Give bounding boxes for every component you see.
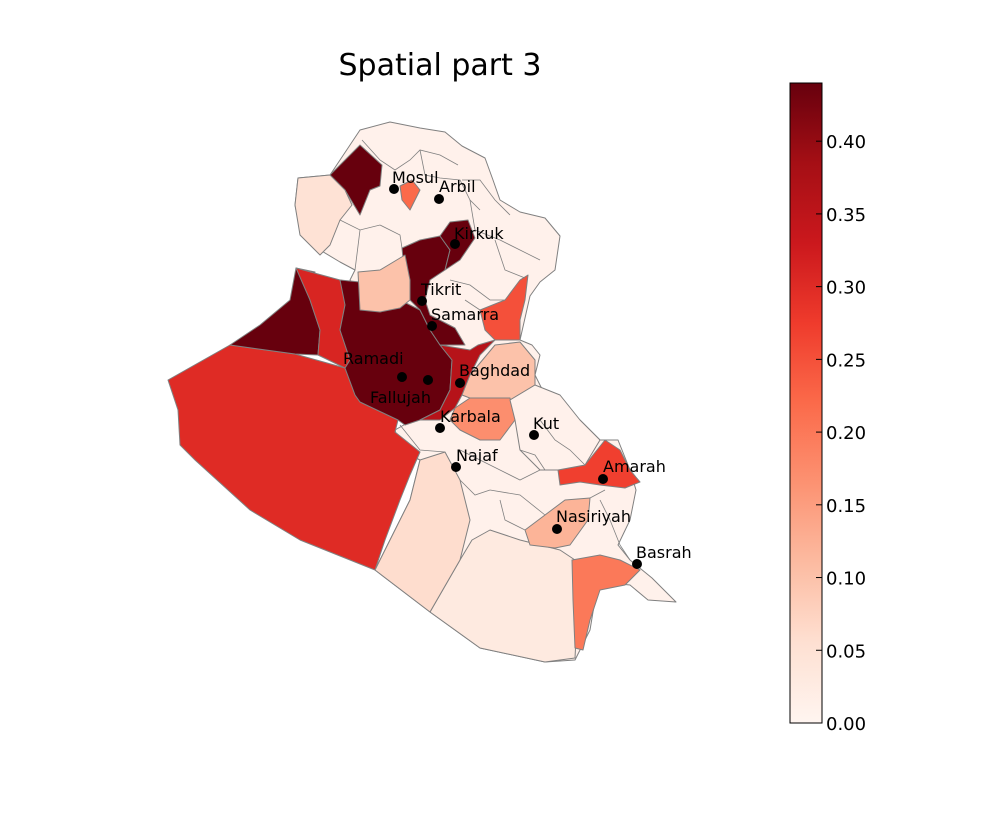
city-marker	[598, 474, 608, 484]
city-label: Kirkuk	[454, 224, 504, 243]
city-kirkuk[interactable]: Kirkuk	[450, 224, 504, 249]
city-label: Samarra	[431, 305, 499, 324]
city-marker	[529, 430, 539, 440]
region-muthanna-desert	[429, 529, 579, 663]
city-label: Mosul	[392, 168, 439, 187]
city-najaf[interactable]: Najaf	[451, 446, 498, 472]
city-label: Karbala	[440, 407, 501, 426]
region-south-generic	[509, 384, 601, 471]
colorbar-tick-label: 0.35	[826, 205, 866, 226]
city-label: Baghdad	[459, 361, 530, 380]
region-diyala-east	[479, 274, 529, 341]
city-tikrit[interactable]: Tikrit	[417, 280, 461, 306]
region-salahaddin-west	[357, 254, 411, 313]
city-karbala[interactable]: Karbala	[435, 407, 501, 433]
city-label: Tikrit	[420, 280, 461, 299]
city-nasiriyah[interactable]: Nasiriyah	[552, 507, 631, 534]
city-label: Kut	[533, 414, 559, 433]
region-basrah-west	[571, 554, 641, 651]
city-marker	[389, 184, 399, 194]
city-arbil[interactable]: Arbil	[434, 177, 476, 204]
city-label: Najaf	[456, 446, 498, 465]
city-marker	[450, 239, 460, 249]
colorbar-tick-label: 0.30	[826, 278, 866, 299]
colorbar-tick-label: 0.25	[826, 350, 866, 371]
city-fallujah[interactable]: Fallujah	[370, 375, 433, 407]
cities-layer: Mosul Arbil Kirkuk Tikrit Samarra Ramadi…	[343, 168, 692, 569]
city-marker	[552, 524, 562, 534]
city-samarra[interactable]: Samarra	[427, 305, 499, 331]
colorbar-tick-label: 0.05	[826, 641, 866, 662]
colorbar-tick-label: 0.10	[826, 569, 866, 590]
city-marker	[427, 321, 437, 331]
region-dhi-qar-south	[524, 497, 591, 549]
colorbar: 0.00 0.05 0.10 0.15 0.20 0.25 0.30 0.35 0.40	[789, 82, 866, 735]
colorbar-tick-label: 0.15	[826, 496, 866, 517]
city-label: Basrah	[636, 543, 692, 562]
region-ninewa-west	[294, 174, 353, 256]
city-kut[interactable]: Kut	[529, 414, 559, 440]
city-marker	[423, 375, 433, 385]
colorbar-tick-label: 0.00	[826, 714, 866, 735]
city-marker	[451, 462, 461, 472]
city-marker	[455, 378, 465, 388]
city-marker	[632, 559, 642, 569]
city-marker	[435, 423, 445, 433]
city-basrah[interactable]: Basrah	[632, 543, 692, 569]
city-amarah[interactable]: Amarah	[598, 457, 666, 484]
city-label: Nasiriyah	[556, 507, 631, 526]
city-baghdad[interactable]: Baghdad	[455, 361, 530, 388]
city-marker	[417, 296, 427, 306]
colorbar-tick-label: 0.40	[826, 132, 866, 153]
city-label: Amarah	[603, 457, 666, 476]
colorbar-tick-label: 0.20	[826, 423, 866, 444]
city-marker	[397, 372, 407, 382]
region-maysan-amarah	[557, 439, 641, 489]
city-ramadi[interactable]: Ramadi	[343, 349, 407, 382]
city-label: Ramadi	[343, 349, 404, 368]
city-label: Fallujah	[370, 388, 431, 407]
city-mosul[interactable]: Mosul	[389, 168, 439, 194]
region-karbala-east	[449, 397, 516, 441]
region-mosul-east	[399, 179, 421, 211]
city-label: Arbil	[439, 177, 476, 196]
region-sinjar	[329, 144, 383, 216]
district-borders	[339, 139, 631, 561]
map-title: Spatial part 3	[338, 48, 542, 83]
colorbar-gradient	[789, 82, 823, 724]
colorbar-ticks: 0.00 0.05 0.10 0.15 0.20 0.25 0.30 0.35 0.40	[816, 132, 866, 735]
city-marker	[434, 194, 444, 204]
